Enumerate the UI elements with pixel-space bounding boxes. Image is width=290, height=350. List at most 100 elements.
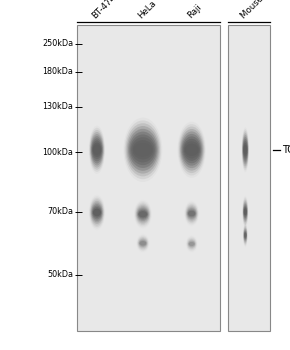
Ellipse shape	[92, 138, 102, 161]
Ellipse shape	[243, 200, 248, 224]
Ellipse shape	[243, 139, 248, 161]
Ellipse shape	[181, 132, 203, 168]
Ellipse shape	[140, 241, 146, 245]
Ellipse shape	[135, 202, 151, 226]
Ellipse shape	[136, 205, 150, 224]
Ellipse shape	[244, 228, 247, 242]
Ellipse shape	[91, 202, 103, 223]
Text: Mouse testis: Mouse testis	[239, 0, 284, 20]
Text: TCEB3: TCEB3	[282, 145, 290, 155]
Ellipse shape	[137, 207, 149, 221]
Ellipse shape	[187, 207, 197, 220]
Ellipse shape	[90, 198, 104, 227]
Ellipse shape	[186, 206, 197, 221]
Text: 250kDa: 250kDa	[42, 39, 73, 48]
Ellipse shape	[244, 208, 247, 215]
Bar	[228, 25, 270, 331]
Ellipse shape	[138, 238, 148, 249]
Ellipse shape	[182, 134, 202, 166]
Ellipse shape	[186, 204, 198, 223]
Ellipse shape	[243, 198, 248, 225]
Ellipse shape	[242, 127, 249, 172]
Bar	[77, 25, 220, 331]
Ellipse shape	[243, 203, 247, 221]
Ellipse shape	[138, 210, 148, 219]
Ellipse shape	[187, 209, 196, 218]
Ellipse shape	[139, 239, 147, 247]
Ellipse shape	[182, 136, 201, 163]
Ellipse shape	[243, 204, 247, 219]
Ellipse shape	[242, 133, 248, 167]
Text: 50kDa: 50kDa	[47, 270, 73, 279]
Ellipse shape	[139, 211, 147, 217]
Ellipse shape	[137, 206, 149, 222]
Ellipse shape	[242, 131, 249, 168]
Ellipse shape	[188, 211, 195, 216]
Ellipse shape	[242, 135, 248, 164]
Ellipse shape	[244, 232, 246, 239]
Ellipse shape	[93, 142, 102, 157]
Ellipse shape	[138, 237, 148, 250]
Ellipse shape	[244, 207, 247, 217]
Text: 70kDa: 70kDa	[47, 207, 73, 216]
Ellipse shape	[188, 210, 196, 217]
Ellipse shape	[184, 141, 199, 158]
Ellipse shape	[135, 203, 150, 225]
Ellipse shape	[242, 129, 249, 170]
Ellipse shape	[126, 123, 160, 176]
Ellipse shape	[139, 239, 147, 248]
Ellipse shape	[178, 124, 205, 176]
Text: 100kDa: 100kDa	[42, 148, 73, 157]
Text: BT-474: BT-474	[90, 0, 118, 20]
Ellipse shape	[243, 201, 248, 222]
Ellipse shape	[183, 139, 200, 161]
Ellipse shape	[91, 136, 103, 163]
Ellipse shape	[93, 207, 102, 218]
Ellipse shape	[187, 238, 196, 250]
Ellipse shape	[134, 143, 152, 157]
Ellipse shape	[188, 241, 195, 247]
Ellipse shape	[189, 242, 195, 246]
Ellipse shape	[139, 240, 146, 246]
Text: 130kDa: 130kDa	[42, 102, 73, 111]
Ellipse shape	[128, 129, 158, 171]
Ellipse shape	[137, 236, 148, 250]
Ellipse shape	[244, 228, 247, 243]
Ellipse shape	[93, 209, 101, 216]
Ellipse shape	[243, 226, 247, 244]
Ellipse shape	[127, 126, 159, 174]
Text: Raji: Raji	[185, 2, 203, 20]
Ellipse shape	[91, 201, 103, 224]
Ellipse shape	[243, 225, 247, 245]
Ellipse shape	[244, 232, 246, 238]
Ellipse shape	[243, 141, 248, 159]
Ellipse shape	[244, 145, 247, 155]
Ellipse shape	[89, 196, 105, 229]
Ellipse shape	[243, 137, 248, 162]
Ellipse shape	[90, 132, 104, 168]
Ellipse shape	[179, 126, 204, 173]
Ellipse shape	[188, 240, 195, 247]
Text: HeLa: HeLa	[137, 0, 158, 20]
Ellipse shape	[185, 144, 199, 156]
Ellipse shape	[187, 239, 196, 249]
Ellipse shape	[244, 230, 247, 241]
Ellipse shape	[89, 128, 105, 172]
Ellipse shape	[243, 143, 247, 157]
Ellipse shape	[133, 140, 153, 160]
Ellipse shape	[89, 126, 105, 174]
Ellipse shape	[137, 209, 148, 220]
Text: 180kDa: 180kDa	[42, 67, 73, 76]
Ellipse shape	[125, 120, 161, 179]
Ellipse shape	[92, 204, 102, 221]
Ellipse shape	[188, 240, 195, 248]
Ellipse shape	[91, 134, 103, 166]
Ellipse shape	[244, 230, 247, 240]
Ellipse shape	[90, 199, 104, 225]
Ellipse shape	[129, 132, 157, 168]
Ellipse shape	[93, 145, 101, 155]
Ellipse shape	[135, 201, 151, 228]
Ellipse shape	[185, 203, 198, 224]
Ellipse shape	[131, 137, 155, 162]
Ellipse shape	[124, 118, 162, 182]
